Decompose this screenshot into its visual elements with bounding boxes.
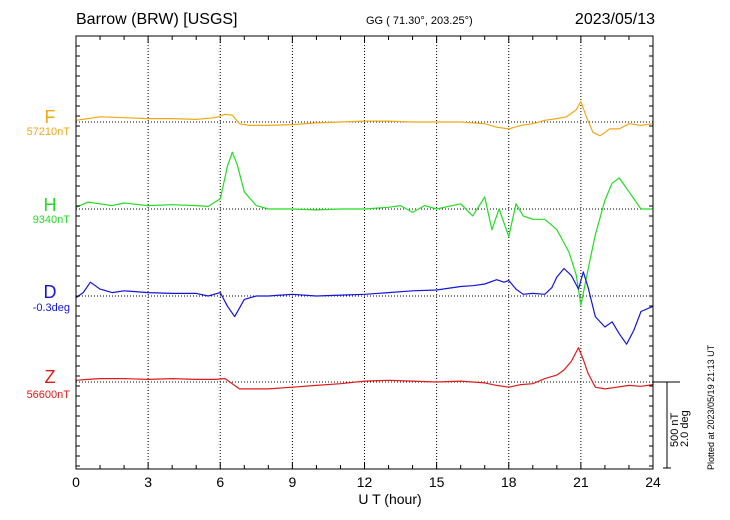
component-baseline-h: 9340nT <box>32 214 70 226</box>
station-coordinates: GG ( 71.30°, 203.25°) <box>366 15 473 27</box>
plot-date: 2023/05/13 <box>574 11 655 28</box>
component-letter-h: H <box>43 195 57 215</box>
x-axis-title: U T (hour) <box>358 491 422 507</box>
scale-label-angle: 2.0 deg <box>679 410 691 447</box>
x-tick-label: 9 <box>288 474 296 490</box>
plotted-timestamp: Plotted at 2023/05/19 21:13 UT <box>706 344 716 470</box>
series-f-line <box>75 100 654 137</box>
series-h-line <box>75 151 653 306</box>
series-d-line <box>75 267 654 345</box>
x-tick-label: 24 <box>645 474 661 490</box>
component-baseline-d: -0.3deg <box>32 302 70 314</box>
axis-ticks <box>75 35 654 469</box>
x-tick-label: 21 <box>573 474 589 490</box>
component-letter-z: Z <box>44 367 56 387</box>
x-tick-label: 6 <box>216 474 224 490</box>
x-tick-label: 15 <box>429 474 445 490</box>
station-title: Barrow (BRW) [USGS] <box>76 11 238 28</box>
component-letter-f: F <box>44 107 56 127</box>
series-lines <box>75 100 654 390</box>
x-tick-labels: 0 3 6 9 12 15 18 21 24 <box>72 474 661 490</box>
grid-lines <box>147 36 582 469</box>
series-z-line <box>75 347 654 390</box>
x-tick-label: 3 <box>144 474 152 490</box>
component-baseline-f: 57210nT <box>26 126 70 138</box>
component-baseline-z: 56600nT <box>26 389 70 401</box>
x-tick-label: 18 <box>501 474 517 490</box>
x-tick-label: 0 <box>72 474 80 490</box>
component-letter-d: D <box>43 282 57 302</box>
x-tick-label: 12 <box>357 474 373 490</box>
